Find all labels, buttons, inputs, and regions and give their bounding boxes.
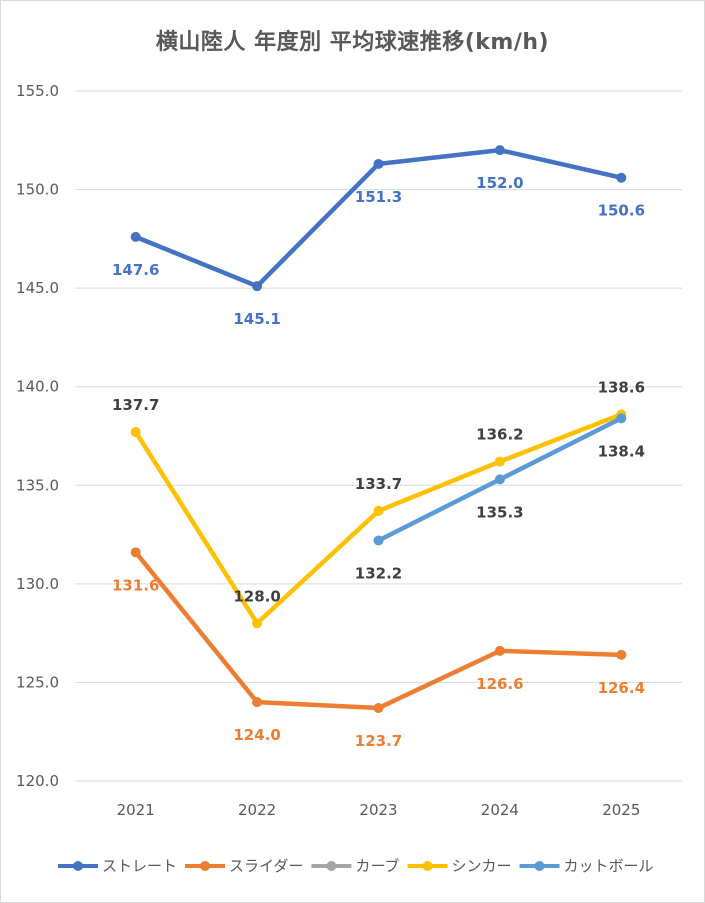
y-tick-label: 120.0 bbox=[16, 772, 59, 790]
data-label: 147.6 bbox=[112, 261, 159, 279]
x-tick-label: 2023 bbox=[359, 801, 397, 819]
data-label: 128.0 bbox=[233, 587, 280, 605]
y-tick-label: 150.0 bbox=[16, 181, 59, 199]
legend-label: シンカー bbox=[452, 857, 512, 875]
data-label: 126.6 bbox=[476, 675, 523, 693]
data-label: 145.1 bbox=[233, 310, 280, 328]
data-point bbox=[616, 413, 627, 424]
y-tick-label: 145.0 bbox=[16, 279, 59, 297]
x-tick-label: 2025 bbox=[602, 801, 640, 819]
y-tick-label: 140.0 bbox=[16, 378, 59, 396]
chart-title: 横山陸人 年度別 平均球速推移(km/h) bbox=[155, 30, 550, 55]
data-point bbox=[494, 474, 505, 485]
data-label: 124.0 bbox=[233, 726, 280, 744]
data-point bbox=[494, 645, 505, 656]
legend-marker bbox=[326, 861, 337, 871]
data-point bbox=[373, 703, 384, 714]
data-label: 133.7 bbox=[355, 475, 402, 493]
data-label: 150.6 bbox=[598, 202, 645, 220]
series-line-3 bbox=[133, 412, 624, 626]
data-point bbox=[373, 158, 384, 169]
legend-label: カーブ bbox=[355, 857, 399, 875]
legend-label: スライダー bbox=[229, 857, 303, 875]
data-label: 151.3 bbox=[355, 188, 402, 206]
y-tick-label: 135.0 bbox=[16, 476, 59, 494]
data-label: 135.3 bbox=[476, 503, 523, 521]
data-label: 126.4 bbox=[598, 679, 645, 697]
data-label: 123.7 bbox=[355, 732, 402, 750]
data-point bbox=[616, 649, 627, 660]
legend-label: ストレート bbox=[102, 857, 177, 875]
data-point bbox=[130, 427, 141, 438]
data-label: 137.7 bbox=[112, 396, 159, 414]
data-label: 136.2 bbox=[476, 426, 523, 444]
data-point bbox=[373, 535, 384, 546]
x-tick-label: 2022 bbox=[238, 801, 276, 819]
data-label: 138.6 bbox=[598, 378, 645, 396]
legend-label: カットボール bbox=[564, 857, 654, 875]
data-point bbox=[252, 281, 263, 292]
data-point bbox=[373, 505, 384, 516]
data-point bbox=[130, 231, 141, 242]
legend-marker bbox=[534, 861, 545, 871]
y-tick-label: 155.0 bbox=[16, 82, 59, 100]
data-point bbox=[494, 456, 505, 467]
y-tick-label: 130.0 bbox=[16, 575, 59, 593]
legend-marker bbox=[73, 861, 83, 871]
data-label: 152.0 bbox=[476, 174, 523, 192]
data-label: 131.6 bbox=[112, 576, 159, 594]
y-tick-label: 125.0 bbox=[16, 673, 59, 691]
data-point bbox=[252, 618, 263, 629]
data-point bbox=[252, 697, 263, 708]
data-label: 132.2 bbox=[355, 564, 402, 582]
data-point bbox=[616, 172, 627, 183]
x-tick-label: 2021 bbox=[117, 801, 155, 819]
x-tick-label: 2024 bbox=[481, 801, 519, 819]
legend-marker bbox=[200, 861, 211, 871]
data-point bbox=[494, 145, 505, 156]
series-line-0 bbox=[133, 147, 624, 289]
data-point bbox=[130, 547, 141, 558]
data-label: 138.4 bbox=[598, 442, 645, 460]
legend-marker bbox=[422, 861, 433, 871]
